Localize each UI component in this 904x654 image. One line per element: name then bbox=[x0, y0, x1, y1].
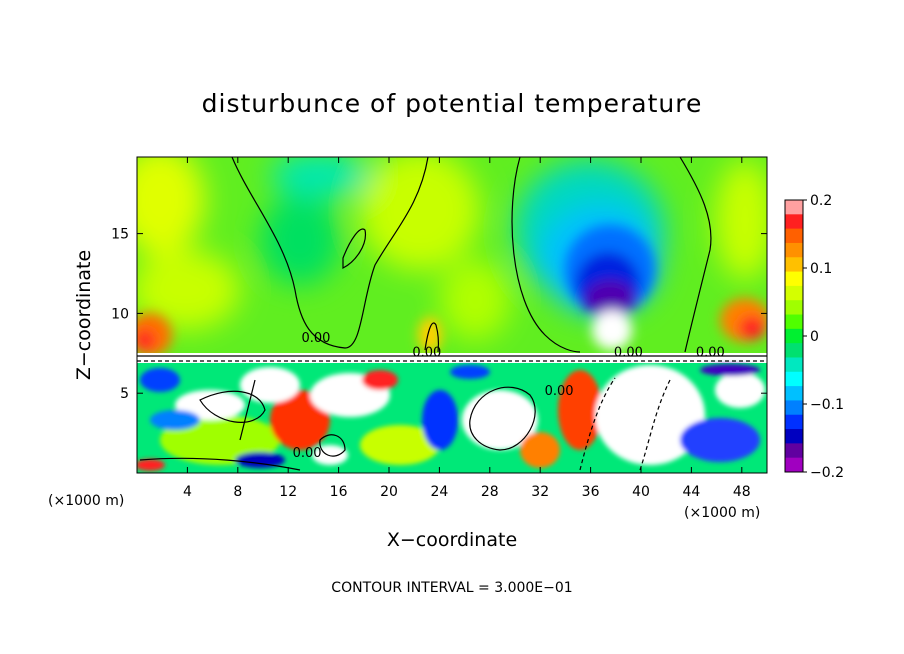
colorbar-tick-label: −0.2 bbox=[810, 465, 844, 481]
x-axis: 4 8 12 16 20 24 28 32 36 40 44 48 bbox=[183, 157, 751, 500]
x-tick-label: 32 bbox=[531, 484, 549, 500]
colorbar-swatch bbox=[785, 371, 803, 387]
colorbar-swatch bbox=[785, 242, 803, 258]
x-tick-label: 8 bbox=[233, 484, 242, 500]
colorbar-swatch bbox=[785, 429, 803, 444]
x-unit-left: (×1000 m) bbox=[48, 493, 124, 509]
colorbar-swatch bbox=[785, 214, 803, 230]
colorbar-swatch bbox=[785, 443, 803, 459]
y-tick-label: 5 bbox=[120, 386, 129, 402]
x-tick-label: 20 bbox=[380, 484, 398, 500]
contour-label: 0.00 bbox=[545, 384, 574, 399]
x-tick-label: 36 bbox=[582, 484, 600, 500]
colorbar-swatch bbox=[785, 228, 803, 244]
colorbar-swatch bbox=[785, 357, 803, 373]
x-tick-label: 12 bbox=[279, 484, 297, 500]
colorbar-swatch bbox=[785, 386, 803, 401]
heatmap-field bbox=[137, 157, 767, 473]
x-unit-right: (×1000 m) bbox=[684, 505, 760, 521]
x-tick-label: 4 bbox=[183, 484, 192, 500]
colorbar-swatch bbox=[785, 200, 803, 215]
y-tick-label: 10 bbox=[111, 306, 129, 322]
colorbar-swatch bbox=[785, 400, 803, 416]
x-tick-label: 28 bbox=[481, 484, 499, 500]
colorbar-tick-label: 0.2 bbox=[810, 193, 832, 209]
plot-frame bbox=[136, 156, 768, 474]
contour-label: 0.00 bbox=[293, 446, 322, 461]
x-axis-label: X−coordinate bbox=[387, 529, 517, 551]
contour-label: 0.00 bbox=[614, 345, 643, 360]
colorbar-tick-label: 0 bbox=[810, 329, 819, 345]
contour-label: 0.00 bbox=[301, 331, 330, 346]
colorbar-swatch bbox=[785, 257, 803, 273]
chart-title: disturbunce of potential temperature bbox=[202, 89, 703, 118]
colorbar-swatch bbox=[785, 271, 803, 287]
x-tick-label: 48 bbox=[733, 484, 751, 500]
colorbar-swatch bbox=[785, 328, 803, 344]
colorbar-swatch bbox=[785, 457, 803, 473]
x-tick-label: 40 bbox=[632, 484, 650, 500]
y-axis: 5 10 15 bbox=[111, 227, 767, 402]
contour-label: 0.00 bbox=[412, 345, 441, 360]
y-axis-label: Z−coordinate bbox=[73, 250, 95, 380]
colorbar-tick-label: −0.1 bbox=[810, 397, 844, 413]
x-tick-label: 16 bbox=[330, 484, 348, 500]
contour-label: 0.00 bbox=[696, 345, 725, 360]
colorbar-swatch bbox=[785, 300, 803, 316]
colorbar: 0.2 0.1 0 −0.1 −0.2 bbox=[784, 193, 844, 481]
colorbar-swatch bbox=[785, 414, 803, 430]
colorbar-swatch bbox=[785, 343, 803, 358]
contour-labels: 0.00 0.00 0.00 0.00 0.00 0.00 bbox=[293, 331, 725, 461]
colorbar-swatch bbox=[785, 285, 803, 301]
x-tick-label: 44 bbox=[682, 484, 700, 500]
x-tick-label: 24 bbox=[430, 484, 448, 500]
colorbar-swatch bbox=[785, 314, 803, 330]
colorbar-tick-label: 0.1 bbox=[810, 261, 832, 277]
y-tick-label: 15 bbox=[111, 227, 129, 243]
contour-interval-note: CONTOUR INTERVAL = 3.000E−01 bbox=[331, 580, 572, 596]
